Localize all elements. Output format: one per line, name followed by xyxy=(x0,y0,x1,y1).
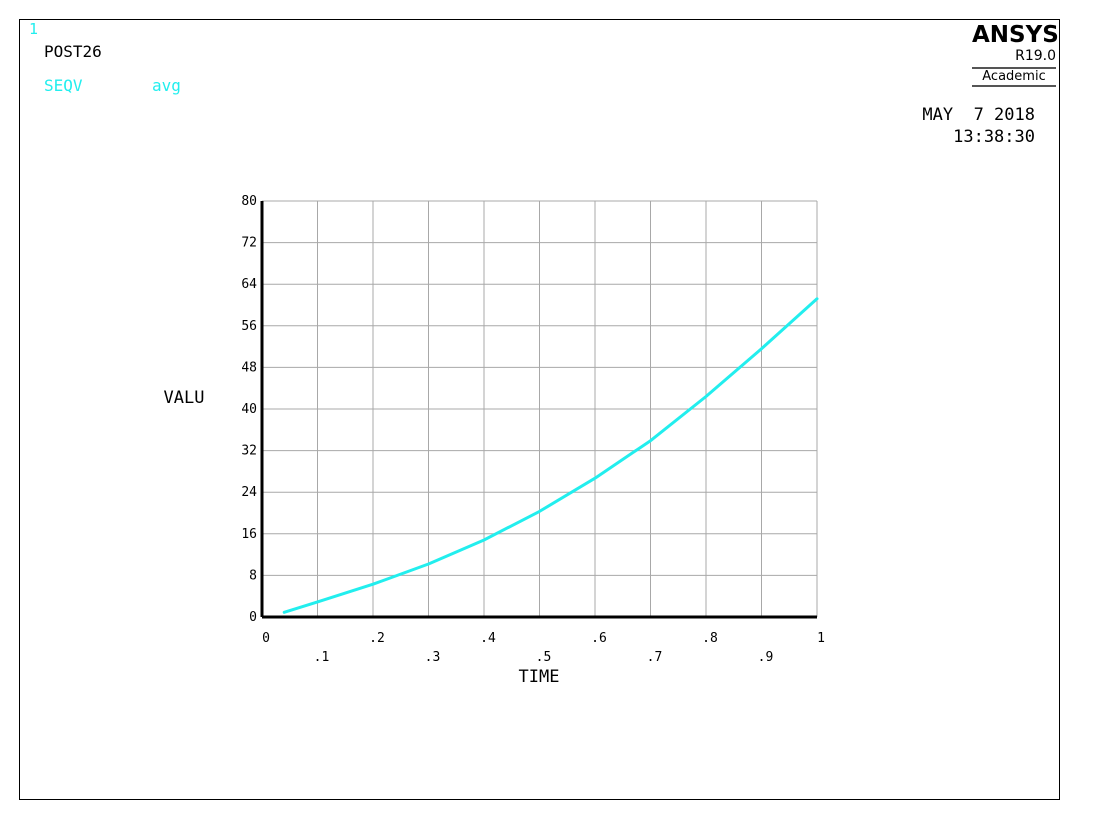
y-tick-label: 24 xyxy=(241,485,257,500)
x-tick-label: .6 xyxy=(591,631,607,646)
x-tick-label: 0 xyxy=(262,631,270,646)
graphics-window: 1 POST26 SEQV avg MAY 7 2018 13:38:30 AN… xyxy=(19,19,1060,800)
y-tick-label: 0 xyxy=(249,610,257,625)
x-tick-label: .3 xyxy=(425,650,441,665)
y-tick-label: 80 xyxy=(241,194,257,209)
x-tick-label: .8 xyxy=(702,631,718,646)
y-tick-label: 32 xyxy=(241,444,257,459)
logo-name: ANSYS xyxy=(972,22,1059,48)
variable-mode: avg xyxy=(152,76,181,95)
ansys-logo: ANSYS R19.0 Academic xyxy=(972,22,1059,87)
window-number: 1 xyxy=(29,20,39,38)
x-tick-label: .7 xyxy=(647,650,663,665)
y-axis-label: VALU xyxy=(164,388,205,408)
logo-edition: Academic xyxy=(972,67,1056,87)
series-line-seqv xyxy=(282,297,819,614)
x-tick-label: .9 xyxy=(758,650,774,665)
plot-time: 13:38:30 xyxy=(953,127,1035,147)
plot-date: MAY 7 2018 xyxy=(922,105,1035,125)
y-tick-label: 16 xyxy=(241,527,257,542)
x-tick-label: .1 xyxy=(314,650,330,665)
y-tick-label: 72 xyxy=(241,236,257,251)
x-axis-label: TIME xyxy=(519,667,560,687)
x-tick-label: .5 xyxy=(536,650,552,665)
y-tick-label: 48 xyxy=(241,360,257,375)
x-tick-label: .2 xyxy=(369,631,385,646)
variable-name: SEQV xyxy=(44,76,83,95)
x-tick-label: 1 xyxy=(817,631,825,646)
logo-version: R19.0 xyxy=(1015,48,1056,64)
y-tick-label: 40 xyxy=(241,402,257,417)
x-tick-label: .4 xyxy=(480,631,496,646)
y-tick-label: 8 xyxy=(249,568,257,583)
y-tick-label: 64 xyxy=(241,277,257,292)
processor-label: POST26 xyxy=(44,42,102,61)
y-tick-label: 56 xyxy=(241,319,257,334)
